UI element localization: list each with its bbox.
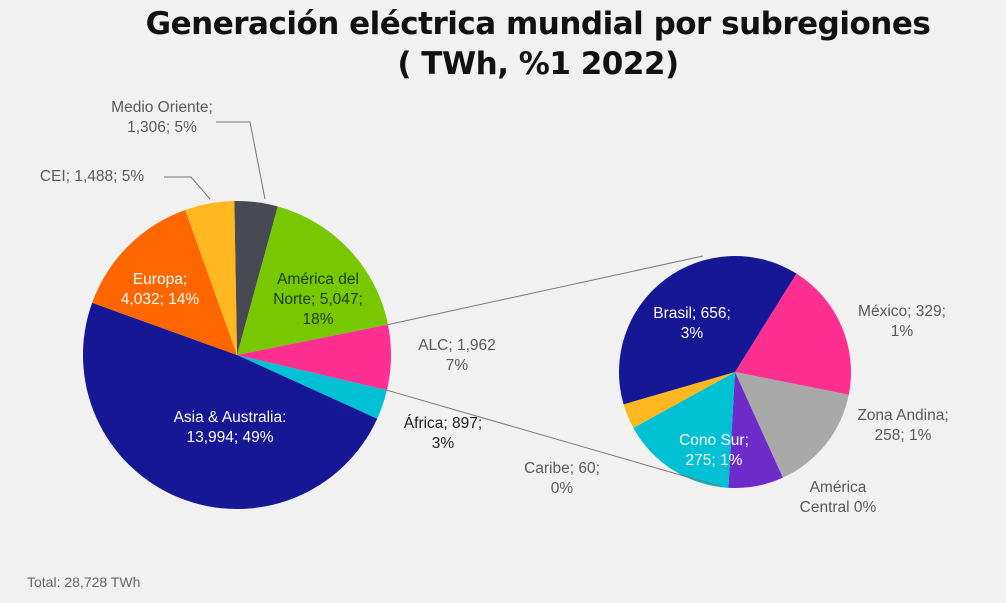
label-medio-oriente: Medio Oriente; 1,306; 5% xyxy=(111,99,213,136)
label-cono-sur: Cono Sur; 275; 1% xyxy=(679,432,749,469)
leader-line-medio-oriente xyxy=(216,121,266,200)
sub-slice-brasil xyxy=(619,256,797,405)
main-slice-asia-australia xyxy=(82,302,378,510)
title-line: Generación eléctrica mundial por subregi… xyxy=(145,6,931,42)
sub-slice-zona-andina xyxy=(735,372,849,478)
label-alc: ALC; 1,962 7% xyxy=(418,337,496,374)
label-caribe: Caribe; 60; 0% xyxy=(524,460,600,497)
label-cei: CEI; 1,488; 5% xyxy=(39,168,145,185)
main-slice-cei xyxy=(185,201,237,355)
label-africa: África; 897; 3% xyxy=(403,415,483,452)
leader-line-cei xyxy=(164,176,211,200)
sub-slice-m-xico xyxy=(735,273,851,395)
subtitle-line: ( TWh, %1 2022) xyxy=(397,46,679,82)
label-mexico: México; 329; 1% xyxy=(858,303,946,340)
sub-slice-am-rica-central xyxy=(728,372,783,488)
label-brasil: Brasil; 656; 3% xyxy=(653,305,731,342)
label-zona-andina: Zona Andina; 258; 1% xyxy=(857,407,949,444)
main-slice-am-rica-del-norte xyxy=(237,206,388,355)
connector-line-bottom xyxy=(386,389,723,488)
main-slice-alc xyxy=(237,324,391,391)
sub-slice-caribe xyxy=(623,372,735,428)
label-europa: Europa; 4,032; 14% xyxy=(120,271,200,308)
connector-line-top xyxy=(387,255,704,326)
total-note: Total: 28,728 TWh xyxy=(27,574,141,590)
main-slice-europa xyxy=(92,209,237,355)
main-slice--frica xyxy=(237,355,387,419)
chart-title: Generación eléctrica mundial por subregi… xyxy=(0,4,1006,84)
sub-slice-cono-sur xyxy=(633,372,735,488)
label-asia-australia: Asia & Australia: 13,994; 49% xyxy=(173,409,287,446)
label-america-central: América Central 0% xyxy=(799,479,877,516)
main-slice-medio-oriente xyxy=(234,201,278,355)
label-america-del-norte: América del Norte; 5,047; 18% xyxy=(273,271,363,328)
